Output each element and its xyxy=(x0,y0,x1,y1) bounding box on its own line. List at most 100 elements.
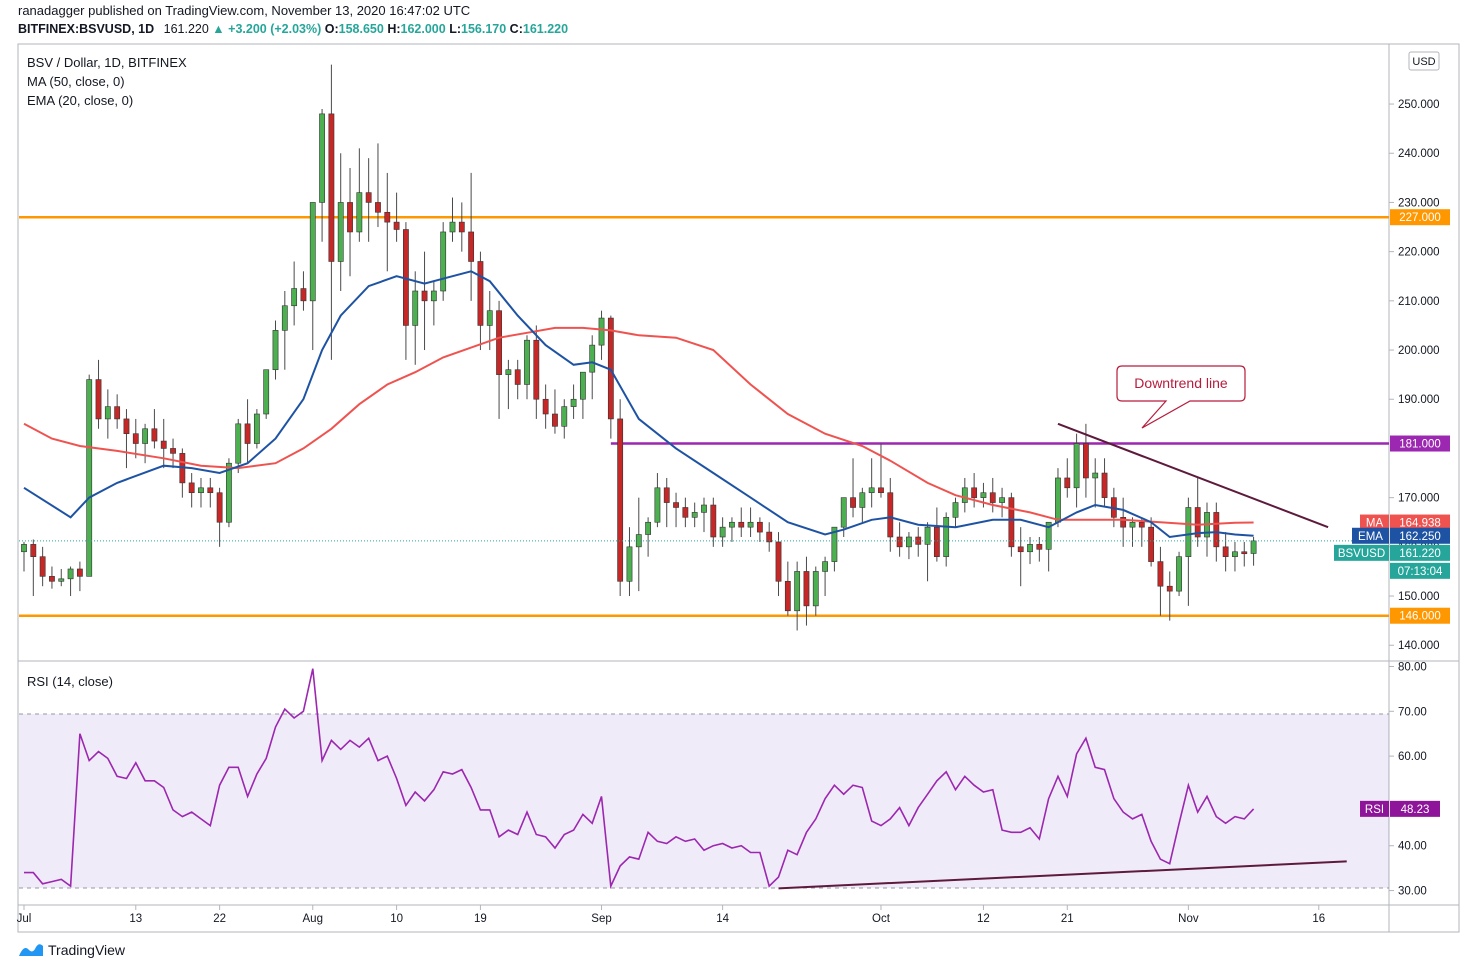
currency-button[interactable]: USD xyxy=(1408,51,1440,71)
tradingview-logo-icon xyxy=(19,944,43,956)
candle-body xyxy=(95,379,102,420)
trendline-downtrend[interactable] xyxy=(1057,422,1329,529)
candle-body xyxy=(878,487,884,494)
candle-body xyxy=(505,369,512,375)
candle-body xyxy=(114,406,121,420)
candle-body xyxy=(766,531,773,543)
low-label: L: xyxy=(449,22,461,36)
candle-body xyxy=(524,339,530,385)
open-label: O: xyxy=(324,22,339,36)
candle-body xyxy=(347,202,353,233)
time-tick-label: Sep xyxy=(591,913,611,925)
candle-body xyxy=(617,418,624,582)
ema-name-badge xyxy=(1352,527,1389,544)
ma50-line xyxy=(23,326,1254,526)
high-label: H: xyxy=(387,22,401,36)
footer-brand[interactable]: TradingView xyxy=(18,942,125,958)
callout-box xyxy=(1116,365,1246,429)
candle-body xyxy=(272,330,279,371)
chart-title: BSV / Dollar, 1D, BITFINEX xyxy=(27,55,187,70)
candle-body xyxy=(496,310,502,375)
candle-body xyxy=(1027,544,1033,553)
rsi-tick-label: 40.00 xyxy=(1398,841,1427,853)
candle-body xyxy=(840,497,847,528)
candle-body xyxy=(188,482,195,494)
candle-body xyxy=(1222,546,1229,557)
ema-value-label: 162.250 xyxy=(1399,531,1441,543)
candle-body xyxy=(794,571,801,612)
candle-body xyxy=(1073,443,1080,489)
time-tick-label: 19 xyxy=(474,913,487,925)
candle-body xyxy=(1120,517,1127,528)
candle-body xyxy=(309,202,316,302)
candle-body xyxy=(729,521,735,528)
price-tick-label: 140.000 xyxy=(1398,640,1440,652)
candle-body xyxy=(682,507,689,518)
symbol-name-label: BSVUSD xyxy=(1338,548,1385,560)
candle-body xyxy=(1138,521,1145,528)
time-tick-label: 22 xyxy=(213,913,226,925)
rsi-tick-label: 60.00 xyxy=(1398,751,1427,763)
candle-body xyxy=(104,406,111,420)
candle-body xyxy=(170,448,176,454)
candle-body xyxy=(831,526,838,562)
candle-body xyxy=(1166,585,1173,592)
candle-body xyxy=(784,580,791,612)
candle-body xyxy=(39,556,46,577)
chart-frame xyxy=(17,43,1460,933)
ema-legend: EMA (20, close, 0) xyxy=(27,93,133,108)
candle-body xyxy=(226,462,232,523)
candle-body xyxy=(1194,507,1201,538)
candle-body xyxy=(1250,540,1257,554)
candle-body xyxy=(635,534,642,548)
candle-body xyxy=(356,192,363,233)
candle-body xyxy=(337,202,344,262)
candle-body xyxy=(868,487,875,494)
candle-body xyxy=(691,512,698,518)
downtrend-callout[interactable]: Downtrend line xyxy=(1116,365,1246,429)
candle-body xyxy=(989,492,996,503)
candle-body xyxy=(542,398,549,415)
time-tick-label: 13 xyxy=(129,913,142,925)
trendline-rsi-support[interactable] xyxy=(778,860,1347,890)
price-tick-label: 150.000 xyxy=(1398,591,1440,603)
candle-body xyxy=(207,487,214,494)
price-tick-label: 250.000 xyxy=(1398,99,1440,111)
price-tick-label: 200.000 xyxy=(1398,345,1440,357)
candle-body xyxy=(365,192,372,203)
candle-body xyxy=(952,502,959,518)
candle-body xyxy=(710,504,717,538)
candle-body xyxy=(906,536,912,548)
candle-body xyxy=(198,487,204,494)
time-tick-label: 14 xyxy=(716,913,729,925)
candle-body xyxy=(654,487,661,523)
time-tick-label: 10 xyxy=(390,913,403,925)
candle-body xyxy=(477,261,484,326)
level-badge xyxy=(1390,435,1450,452)
ma-value-badge xyxy=(1390,514,1450,531)
candle-body xyxy=(291,288,298,307)
price-tick-label: 170.000 xyxy=(1398,493,1440,505)
currency-label: USD xyxy=(1412,56,1435,68)
candle-body xyxy=(999,497,1005,503)
candle-body xyxy=(1148,526,1155,562)
time-tick-label: 12 xyxy=(977,913,990,925)
close-label: C: xyxy=(509,22,523,36)
candle-body xyxy=(552,413,558,427)
rsi-tick-label: 80.00 xyxy=(1398,661,1427,673)
candle-body xyxy=(458,221,465,233)
candle-body xyxy=(76,568,83,577)
candle-body xyxy=(803,571,810,607)
candle-body xyxy=(943,517,950,557)
candle-body xyxy=(598,317,605,346)
candle-body xyxy=(1157,561,1164,587)
candle-body xyxy=(924,526,931,545)
candle-body xyxy=(1213,512,1220,548)
high-value: 162.000 xyxy=(400,22,446,36)
candle-body xyxy=(933,526,940,557)
last-price: 161.220 xyxy=(163,22,209,36)
candle-body xyxy=(747,521,754,528)
candle-body xyxy=(21,544,27,553)
price-change: ▲ +3.200 (+2.03%) xyxy=(212,22,322,36)
candle-body xyxy=(58,578,65,582)
